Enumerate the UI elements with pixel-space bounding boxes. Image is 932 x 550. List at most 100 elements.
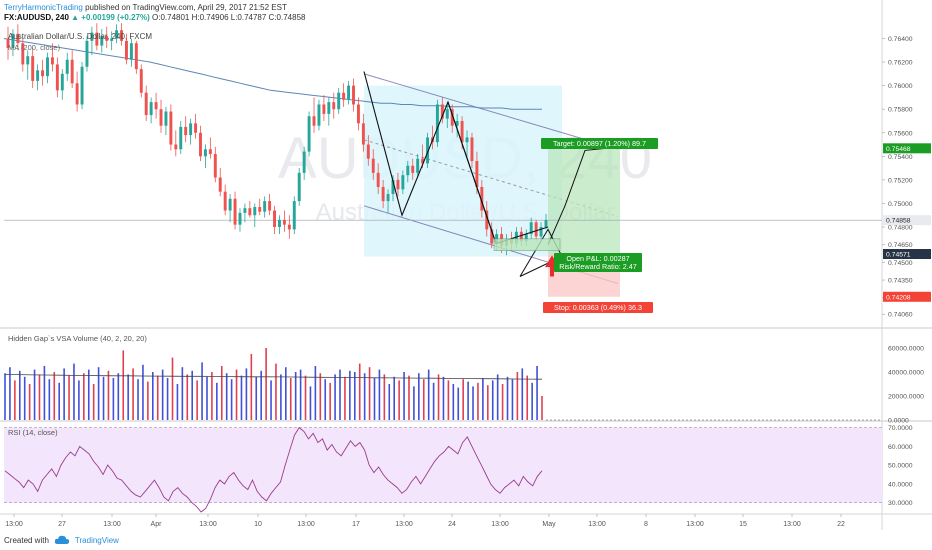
price-tick-label: 0.74350: [888, 278, 913, 285]
volume-bar: [186, 374, 189, 420]
candle-body: [139, 69, 143, 93]
candle-body: [55, 64, 59, 91]
volume-bar: [452, 384, 455, 420]
volume-bar: [58, 382, 60, 420]
candle-body: [164, 111, 168, 126]
candle-body: [70, 59, 74, 84]
volume-bar: [211, 372, 213, 420]
volume-bar: [4, 373, 6, 420]
volume-bar: [393, 376, 396, 420]
candle-body: [218, 177, 222, 192]
footer: Created with TradingView: [4, 535, 119, 545]
candle-body: [105, 36, 109, 41]
volume-bar: [309, 386, 312, 420]
volume-bar: [506, 376, 509, 420]
candle-body: [203, 149, 207, 157]
candle-body: [95, 32, 99, 46]
volume-bar: [457, 387, 460, 420]
volume-bar: [107, 370, 110, 420]
candle-body: [213, 153, 217, 178]
volume-bar: [63, 368, 65, 420]
rsi-title: RSI (14, close): [8, 428, 58, 437]
volume-bar: [511, 379, 514, 420]
candle-body: [134, 43, 138, 70]
time-tick-label: 17: [352, 521, 360, 528]
volume-bar: [398, 380, 400, 420]
price-label-box-3: [883, 291, 931, 302]
candle-body: [223, 191, 227, 211]
symbol-label[interactable]: FX:AUDUSD, 240: [4, 13, 69, 22]
volume-bar: [447, 380, 450, 420]
volume-bar: [418, 373, 420, 420]
candle-body: [416, 158, 420, 173]
time-tick-label: 13:00: [199, 521, 217, 528]
openpl-label-text-1: Risk/Reward Ratio: 2.47: [559, 262, 637, 271]
candle-body: [347, 85, 351, 100]
candle-body: [401, 175, 405, 190]
openpl-label-box: [554, 253, 642, 272]
time-tick-label: 15: [739, 521, 747, 528]
volume-bar: [487, 385, 489, 420]
time-tick-label: 13:00: [686, 521, 704, 528]
candle-body: [110, 38, 114, 41]
rsi-band: [4, 427, 882, 503]
price-tick-label: 0.75800: [888, 107, 913, 114]
volume-bar: [53, 372, 56, 420]
volume-bar: [526, 375, 529, 420]
volume-bar: [521, 368, 524, 420]
price-label-box-1: [883, 215, 931, 226]
volume-bar: [304, 375, 307, 420]
target-label-text-0: Target: 0.00897 (1.20%) 89.7: [553, 139, 646, 148]
candle-body: [199, 132, 202, 157]
candle-body: [243, 208, 247, 213]
volume-bar: [265, 348, 267, 420]
candle-body: [129, 43, 133, 60]
time-tick-label: 13:00: [5, 521, 23, 528]
candle-body: [159, 109, 163, 126]
entry-box: [493, 238, 561, 251]
candle-body: [282, 219, 286, 225]
time-tick-label: 13:00: [491, 521, 509, 528]
author-link[interactable]: TerryHarmonicTrading: [4, 3, 83, 12]
candle-body: [332, 102, 336, 110]
time-tick-label: 27: [58, 521, 66, 528]
volume-bar: [353, 372, 356, 420]
candle-body: [307, 116, 311, 152]
candle-body: [342, 92, 346, 100]
volume-bar: [127, 374, 129, 420]
rsi-tick-label: 40.0000: [888, 481, 913, 488]
time-tick-label: 13:00: [395, 521, 413, 528]
volume-tick-label: 0.0000: [888, 418, 909, 425]
volume-bar: [28, 384, 31, 420]
volume-bar: [171, 357, 174, 420]
candle-body: [455, 120, 459, 126]
volume-bar: [378, 369, 381, 420]
time-tick-label: 8: [644, 521, 648, 528]
volume-bar: [225, 373, 228, 420]
volume-bar: [255, 376, 258, 420]
volume-bar: [147, 381, 149, 420]
candle-body: [21, 43, 25, 65]
volume-bar: [18, 370, 21, 420]
candle-body: [16, 33, 20, 44]
volume-bar: [285, 367, 287, 420]
volume-bar: [388, 384, 391, 420]
candle-body: [381, 186, 385, 202]
volume-bar: [235, 369, 238, 420]
candle-body: [475, 161, 479, 187]
price-tick-label: 0.74060: [888, 312, 913, 319]
channel-top-line: [363, 73, 619, 150]
stop-label-text-0: Stop: 0.00363 (0.49%) 36.3: [554, 303, 642, 312]
candle-body: [445, 109, 449, 119]
volume-bar: [363, 373, 366, 420]
candle-body: [411, 165, 415, 173]
candle-body: [480, 186, 484, 211]
candle-body: [208, 149, 212, 154]
volume-average-line: [4, 374, 543, 380]
candle-body: [312, 116, 316, 126]
candle-body: [327, 102, 331, 114]
candle-body: [278, 219, 281, 228]
candle-body: [11, 33, 15, 48]
tradingview-brand[interactable]: TradingView: [74, 535, 119, 545]
volume-bar: [87, 369, 90, 420]
